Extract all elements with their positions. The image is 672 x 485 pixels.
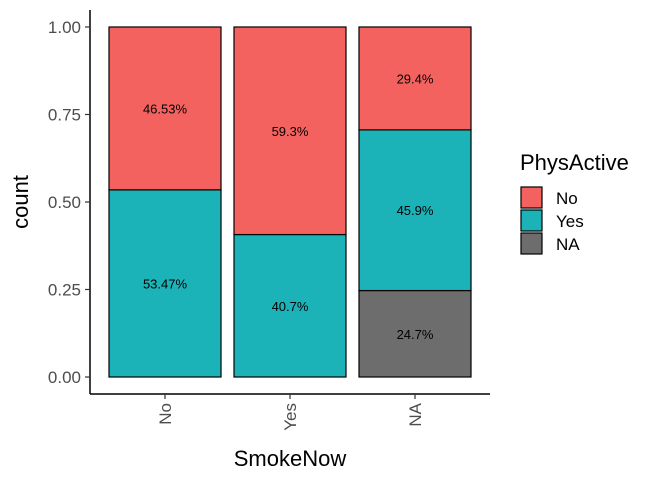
y-tick-label: 0.50 [48, 193, 81, 212]
bar-no-no [108, 26, 222, 191]
bar-label-no-no: 46.53% [143, 101, 188, 116]
y-tick-label: 0.00 [48, 368, 81, 387]
x-tick-label: Yes [281, 403, 300, 431]
legend-key-na [520, 232, 543, 255]
y-tick-label: 0.25 [48, 281, 81, 300]
bar-label-yes-yes: 40.7% [272, 299, 309, 314]
bar-labels-layer: 53.47% 46.53% 40.7% 59.3% 24.7% 45.9% 29.4% [143, 71, 434, 341]
y-tick-label: 0.75 [48, 106, 81, 125]
y-tick-label: 1.00 [48, 18, 81, 37]
legend-label-na: NA [556, 235, 580, 254]
legend-title: PhysActive [520, 150, 629, 175]
bar-no-yes [108, 189, 222, 378]
x-axis-title: SmokeNow [234, 446, 347, 471]
y-ticks: 0.00 0.25 0.50 0.75 1.00 [48, 18, 90, 387]
bars-layer [108, 26, 472, 378]
x-tick-label: No [156, 403, 175, 425]
bar-label-no-yes: 53.47% [143, 276, 188, 291]
bar-label-na-na: 24.7% [397, 327, 434, 342]
bar-na-yes [358, 129, 472, 292]
legend-label-yes: Yes [556, 212, 584, 231]
x-tick-label: NA [406, 402, 425, 426]
bar-label-na-no: 29.4% [397, 71, 434, 86]
legend-key-yes [520, 209, 543, 232]
legend: PhysActive No Yes NA [520, 150, 629, 255]
bar-label-na-yes: 45.9% [397, 203, 434, 218]
y-axis-title: count [8, 175, 33, 229]
x-ticks: No Yes NA [156, 394, 425, 431]
bar-label-yes-no: 59.3% [272, 124, 309, 139]
bar-na-na [358, 289, 472, 378]
legend-label-no: No [556, 189, 578, 208]
bar-na-no [358, 26, 472, 131]
bar-yes-no [233, 26, 347, 236]
legend-key-no [520, 186, 543, 209]
